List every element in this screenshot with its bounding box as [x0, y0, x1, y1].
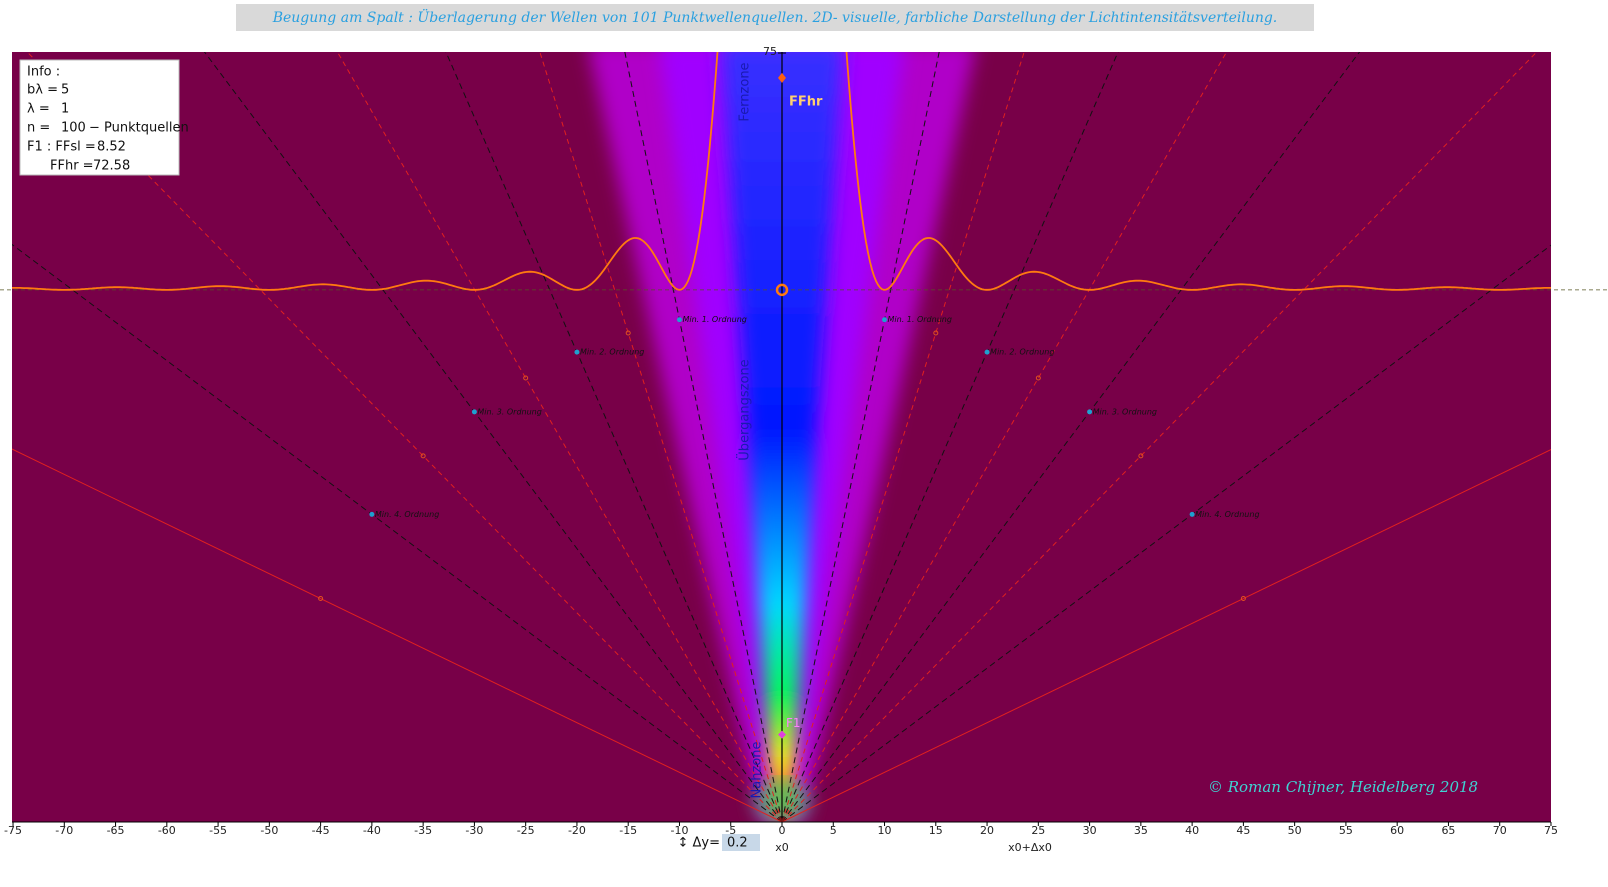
minimum-label: Min. 2. Ordnung	[990, 348, 1054, 357]
x-tick-label: 60	[1390, 824, 1404, 837]
x-tick-label: 75	[1544, 824, 1558, 837]
info-value: 5	[61, 83, 69, 98]
x-tick-label: -25	[517, 824, 535, 837]
minimum-ray	[12, 243, 783, 822]
info-label: λ =	[27, 102, 50, 117]
info-label: FFhr =	[50, 159, 94, 174]
minimum-point	[1189, 511, 1195, 517]
minimum-label: Min. 3. Ordnung	[1093, 407, 1157, 416]
x-tick-label: -35	[414, 824, 432, 837]
minimum-ray	[203, 52, 783, 822]
x-tick-label: 25	[1031, 824, 1045, 837]
maximum-ray	[12, 448, 783, 822]
copyright: © Roman Chijner, Heidelberg 2018	[1208, 778, 1478, 796]
intensity-profile	[12, 52, 1551, 291]
x-tick-label: 20	[980, 824, 994, 837]
x-tick-label: 35	[1134, 824, 1148, 837]
zone-label: Nahzone	[750, 742, 765, 799]
x-tick-label: 0	[779, 824, 786, 837]
minimum-label: Min. 4. Ordnung	[375, 510, 439, 519]
info-box	[19, 59, 180, 176]
info-label: F1 : FFsl =	[27, 140, 96, 155]
x-label: x0	[775, 841, 789, 854]
maximum-point	[625, 330, 631, 336]
minimum-ray	[781, 52, 940, 822]
x-tick-label: 40	[1185, 824, 1199, 837]
near-point-label: F1	[786, 716, 801, 730]
far-point-label: FFhr	[789, 94, 823, 109]
x-tick-label: -60	[158, 824, 176, 837]
minimum-label: Min. 1. Ordnung	[888, 315, 952, 324]
input-label: ↕ Δy=	[677, 836, 720, 851]
maximum-point	[1240, 596, 1246, 602]
x-tick-label: 50	[1288, 824, 1302, 837]
x-tick-label: 45	[1236, 824, 1250, 837]
minimum-label: Min. 2. Ordnung	[580, 348, 644, 357]
x-label: x0+Δx0	[1008, 841, 1052, 854]
maximum-point	[933, 330, 939, 336]
maximum-point	[1035, 375, 1041, 381]
input-box[interactable]	[722, 834, 760, 851]
title-box	[236, 4, 1314, 31]
x-tick-label: -55	[209, 824, 227, 837]
x-tick-label: 10	[878, 824, 892, 837]
minimum-point	[471, 409, 477, 415]
minimum-label: Min. 1. Ordnung	[682, 315, 746, 324]
maximum-point	[1138, 453, 1144, 459]
title: Beugung am Spalt : Überlagerung der Well…	[272, 8, 1278, 26]
x-tick-label: 70	[1493, 824, 1507, 837]
maximum-ray	[781, 52, 1538, 822]
info-label: n =	[27, 121, 50, 136]
x-tick-label: -20	[568, 824, 586, 837]
minimum-label: Min. 3. Ordnung	[477, 407, 541, 416]
x-tick-label: -50	[260, 824, 278, 837]
info-label: bλ =	[27, 83, 58, 98]
minimum-label: Min. 4. Ordnung	[1195, 510, 1259, 519]
x-tick-label: -5	[725, 824, 736, 837]
x-tick-label: -65	[107, 824, 125, 837]
minimum-point	[676, 317, 682, 323]
minimum-ray	[781, 52, 1361, 822]
y-tick-label: 75	[763, 45, 777, 58]
minimum-ray	[781, 52, 1119, 822]
profile-center	[775, 283, 789, 297]
minimum-point	[984, 349, 990, 355]
minimum-point	[1087, 409, 1093, 415]
x-tick-label: -40	[363, 824, 381, 837]
far-point	[778, 72, 786, 83]
input-value[interactable]: 0.2	[727, 836, 748, 851]
maximum-ray	[781, 449, 1551, 822]
zone-label: Fernzone	[738, 62, 753, 121]
x-tick-label: -75	[4, 824, 22, 837]
minimum-ray	[781, 244, 1551, 822]
maximum-point	[420, 453, 426, 459]
minimum-point	[882, 317, 888, 323]
x-tick-label: -70	[55, 824, 73, 837]
maximum-point	[523, 375, 529, 381]
minimum-point	[369, 511, 375, 517]
x-tick-label: 55	[1339, 824, 1353, 837]
x-tick-label: 15	[929, 824, 943, 837]
x-tick-label: -30	[465, 824, 483, 837]
info-value: 100	[61, 121, 86, 136]
zone-label: Übergangszone	[736, 359, 753, 460]
info-value: 8.52	[97, 140, 126, 155]
minimum-ray	[445, 52, 783, 822]
info-value: 1	[61, 102, 69, 117]
x-tick-label: 5	[830, 824, 837, 837]
info-value: 72.58	[93, 159, 130, 174]
maximum-point	[318, 596, 324, 602]
info-heading: Info :	[27, 65, 60, 80]
near-point	[778, 730, 786, 739]
minimum-ray	[624, 52, 783, 822]
x-tick-label: -15	[619, 824, 637, 837]
x-tick-label: 30	[1083, 824, 1097, 837]
x-tick-label: -45	[312, 824, 330, 837]
x-tick-label: 65	[1441, 824, 1455, 837]
minimum-point	[574, 349, 580, 355]
x-tick-label: -10	[670, 824, 688, 837]
info-suffix: − Punktquellen	[89, 121, 189, 136]
